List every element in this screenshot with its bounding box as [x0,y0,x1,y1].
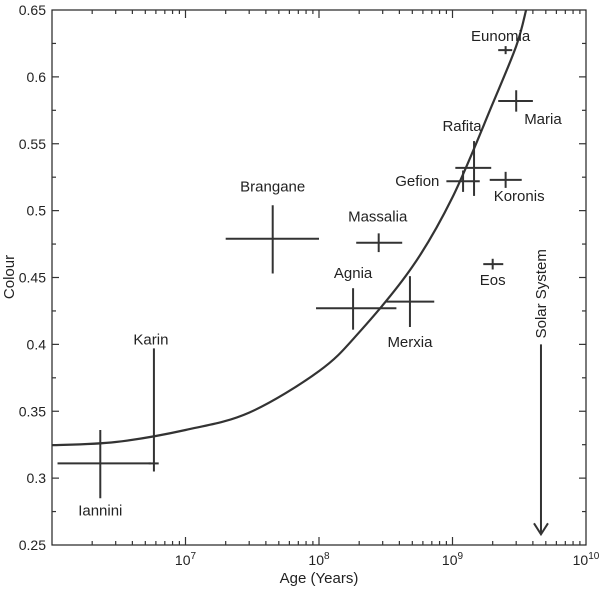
y-tick-label: 0.5 [27,203,47,219]
x-tick-label: 109 [442,551,464,568]
x-tick-label: 107 [175,551,197,568]
y-tick-label: 0.25 [19,537,46,553]
x-tick-label: 1010 [573,551,600,568]
y-tick-label: 0.3 [27,470,47,486]
x-minor-ticks [91,10,581,545]
y-axis-title: Colour [1,255,18,299]
y-tick-label: 0.4 [27,336,47,352]
label-brangane: Brangane [240,178,305,195]
plot-frame [51,9,587,546]
fit-curve-group [51,9,528,447]
label-rafita: Rafita [442,118,482,135]
fit-curve [51,9,528,447]
label-agnia: Agnia [334,265,373,282]
label-eos: Eos [480,272,506,289]
solar-system-annotation: Solar System [533,249,550,537]
y-tick-label: 0.55 [19,136,46,152]
label-maria: Maria [524,111,562,128]
y-tick-label: 0.35 [19,403,46,419]
label-eunomia: Eunomia [471,28,531,45]
y-tick-label: 0.45 [19,270,46,286]
solar-system-label: Solar System [533,249,550,338]
data-points: Iannini Karin Brangane Massalia Agnia Merxia E… [57,28,562,519]
y-tick-label: 0.65 [19,2,46,18]
label-iannini: Iannini [78,502,122,519]
label-koronis: Koronis [494,188,545,205]
label-gefion: Gefion [395,173,439,190]
label-merxia: Merxia [387,334,433,351]
x-major-ticks: 107 108 109 1010 [175,10,600,568]
y-tick-label: 0.6 [27,69,47,85]
x-tick-label: 108 [308,551,330,568]
x-axis-title: Age (Years) [280,570,359,587]
label-karin: Karin [133,331,168,348]
label-massalia: Massalia [348,208,408,225]
solar-system-arrow-head [533,522,549,537]
y-ticks: 0.25 0.3 0.35 0.4 0.45 0.5 0.55 0.6 0.65 [19,2,586,553]
